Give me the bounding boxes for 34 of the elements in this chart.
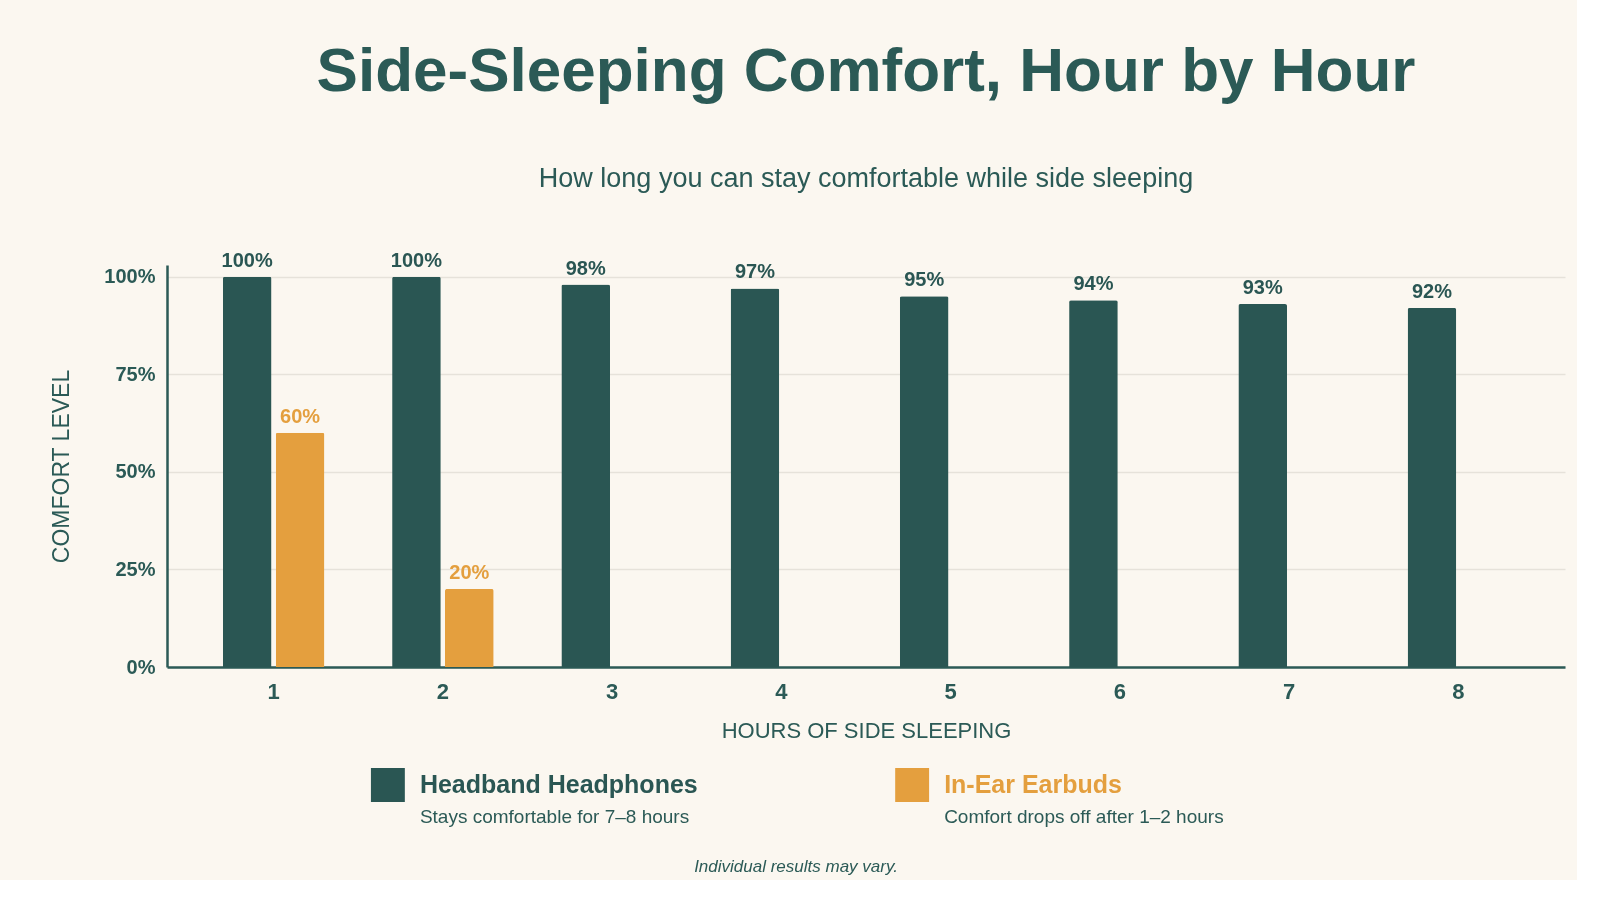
text: Stays comfortable for 7–8 hours: [419, 806, 690, 827]
x-tick-label: 4: [775, 678, 789, 704]
data-label: 92%: [1411, 279, 1453, 302]
x-tick-label: 7: [1283, 678, 1296, 704]
x-tick-label: 5: [944, 678, 957, 704]
x-tick-label: 2: [436, 678, 449, 704]
chart-title: Side-Sleeping Comfort, Hour by Hour: [316, 34, 1416, 104]
y-tick-label: 0%: [126, 655, 156, 678]
x-tick-label: 6: [1113, 678, 1126, 704]
data-label: 95%: [904, 268, 945, 291]
data-label: 100%: [390, 248, 443, 271]
bar: [275, 432, 325, 667]
legend-label: In-Ear Earbuds: [944, 770, 1122, 798]
text: Individual results may vary.: [694, 857, 898, 876]
y-tick-label: 25%: [115, 557, 156, 580]
y-tick-label: 50%: [115, 460, 156, 483]
data-label: 20%: [449, 560, 490, 583]
data-label: 93%: [1242, 276, 1283, 299]
text: Comfort drops off after 1–2 hours: [944, 806, 1224, 827]
data-label: 60%: [280, 404, 321, 427]
data-label: 94%: [1073, 272, 1114, 295]
y-tick-label: 75%: [115, 362, 156, 385]
y-axis-title: COMFORT LEVEL: [48, 369, 75, 564]
data-label: 97%: [734, 260, 776, 283]
data-label: 98%: [565, 256, 606, 279]
data-label: 100%: [221, 248, 273, 271]
bar: [444, 588, 494, 667]
x-axis-title: HOURS OF SIDE SLEEPING: [721, 717, 1012, 743]
x-tick-label: 1: [267, 678, 280, 704]
chart-subtitle: How long you can stay comfortable while side sleeping: [538, 162, 1194, 193]
x-tick-label: 8: [1452, 678, 1465, 704]
legend-label: Headband Headphones: [419, 770, 698, 798]
y-tick-label: 100%: [104, 265, 156, 288]
x-tick-label: 3: [606, 678, 619, 704]
